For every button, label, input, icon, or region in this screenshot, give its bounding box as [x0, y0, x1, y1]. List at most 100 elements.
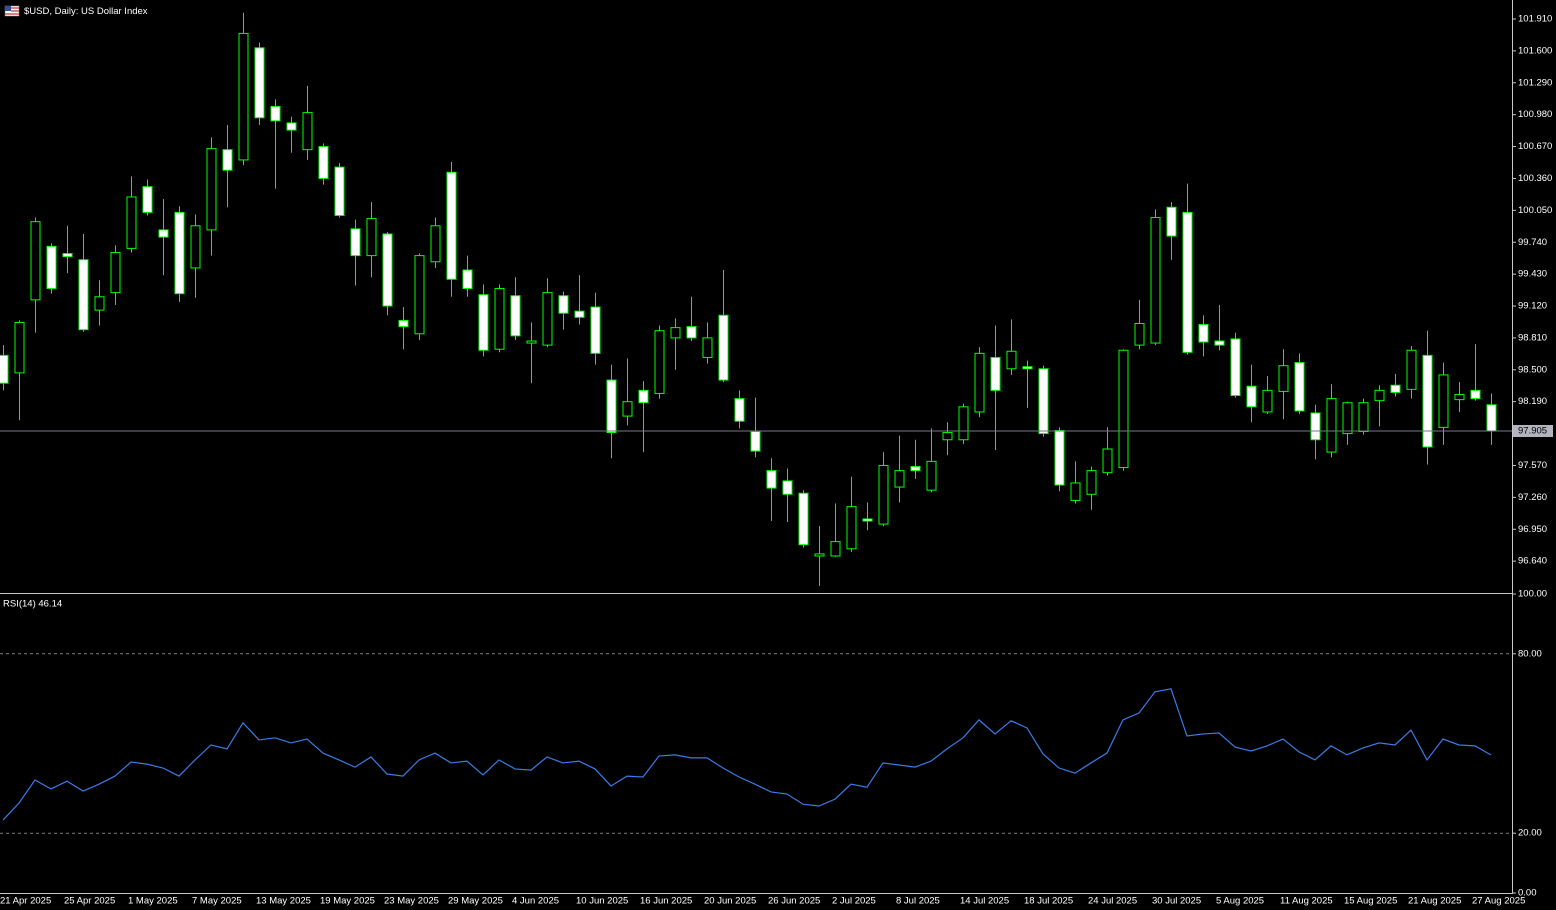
candle-body: [414, 255, 425, 335]
candle-body: [958, 406, 969, 441]
x-tick-label: 24 Jul 2025: [1088, 896, 1137, 907]
candle-body: [1230, 338, 1241, 397]
candle-body: [46, 245, 57, 290]
candle-body: [1166, 206, 1177, 237]
candle-body: [1406, 349, 1417, 390]
candle-body: [526, 340, 537, 344]
candle-body: [590, 306, 601, 354]
x-tick-label: 19 May 2025: [320, 896, 375, 907]
candle-body: [1246, 385, 1257, 408]
y-tick-label: 0.00: [1518, 888, 1537, 899]
x-tick-label: 4 Jun 2025: [512, 896, 559, 907]
candle-body: [910, 465, 921, 472]
candle-body: [286, 122, 297, 131]
y-tick-label: 100.360: [1518, 173, 1552, 184]
y-tick-label: 98.500: [1518, 364, 1547, 375]
indicator-title: RSI(14) 46.14: [3, 599, 62, 610]
rsi-line: [2, 688, 1492, 821]
candle-body: [766, 470, 777, 489]
candle-body: [430, 225, 441, 263]
candle-body: [686, 326, 697, 339]
x-tick-label: 30 Jul 2025: [1152, 896, 1201, 907]
candle-body: [1150, 217, 1161, 344]
candle-body: [270, 105, 281, 122]
candle-body: [638, 389, 649, 404]
y-tick-label: 97.570: [1518, 460, 1547, 471]
candle-body: [942, 432, 953, 441]
candle-body: [894, 470, 905, 488]
candle-body: [382, 233, 393, 307]
x-tick-label: 20 Jun 2025: [704, 896, 756, 907]
candle-body: [462, 269, 473, 290]
symbol-flag: [4, 5, 20, 17]
candle-body: [1390, 384, 1401, 393]
candle-body: [142, 186, 153, 213]
x-tick-label: 29 May 2025: [448, 896, 503, 907]
candle-body: [574, 310, 585, 318]
candle-body: [606, 379, 617, 434]
candle-body: [1486, 404, 1497, 432]
y-tick-label: 98.190: [1518, 396, 1547, 407]
last-price-box: [1513, 425, 1553, 438]
candle-body: [558, 295, 569, 314]
candle-body: [1182, 211, 1193, 353]
y-tick-label: 101.600: [1518, 45, 1552, 56]
y-tick-label: 97.260: [1518, 492, 1547, 503]
candle-body: [0, 354, 9, 384]
candle-body: [510, 295, 521, 337]
candle-body: [846, 506, 857, 550]
candle-body: [126, 196, 137, 249]
candle-body: [62, 253, 73, 258]
x-tick-label: 10 Jun 2025: [576, 896, 628, 907]
candle-body: [1278, 365, 1289, 392]
candle-body: [862, 518, 873, 522]
chart-title: $USD, Daily: US Dollar Index: [24, 6, 148, 17]
x-tick-label: 21 Aug 2025: [1408, 896, 1461, 907]
x-tick-label: 13 May 2025: [256, 896, 311, 907]
candle-body: [238, 32, 249, 161]
candle-body: [782, 480, 793, 495]
candle-body: [302, 112, 313, 151]
y-tick-label: 96.950: [1518, 524, 1547, 535]
candle-body: [30, 221, 41, 301]
candle-body: [990, 356, 1001, 391]
x-tick-label: 5 Aug 2025: [1216, 896, 1264, 907]
candle-body: [1262, 389, 1273, 413]
y-tick-label: 99.430: [1518, 269, 1547, 280]
x-tick-label: 21 Apr 2025: [0, 896, 51, 907]
candle-body: [1022, 366, 1033, 370]
candle-body: [110, 252, 121, 294]
candle-body: [190, 225, 201, 269]
candle-body: [94, 296, 105, 311]
candle-body: [206, 148, 217, 231]
x-tick-label: 7 May 2025: [192, 896, 242, 907]
candle-body: [318, 146, 329, 179]
candle-body: [398, 319, 409, 328]
y-tick-label: 100.050: [1518, 205, 1552, 216]
x-tick-label: 11 Aug 2025: [1280, 896, 1333, 907]
candle-body: [814, 553, 825, 557]
candle-body: [78, 259, 89, 331]
candle-body: [1438, 374, 1449, 428]
candle-body: [1134, 323, 1145, 346]
candle-body: [1198, 324, 1209, 343]
y-tick-label: 20.00: [1518, 828, 1542, 839]
candle-body: [750, 431, 761, 452]
y-tick-label: 80.00: [1518, 648, 1542, 659]
candle-body: [718, 314, 729, 381]
candle-body: [366, 218, 377, 257]
x-tick-label: 2 Jul 2025: [832, 896, 876, 907]
candle-body: [1214, 340, 1225, 346]
y-tick-label: 100.980: [1518, 109, 1552, 120]
y-tick-label: 96.640: [1518, 556, 1547, 567]
candle-body: [494, 288, 505, 350]
y-tick-label: 100.670: [1518, 141, 1552, 152]
x-tick-label: 18 Jul 2025: [1024, 896, 1073, 907]
x-tick-label: 16 Jun 2025: [640, 896, 692, 907]
candle-body: [1358, 402, 1369, 433]
candle-body: [334, 166, 345, 216]
candle-body: [222, 149, 233, 171]
x-tick-label: 8 Jul 2025: [896, 896, 940, 907]
